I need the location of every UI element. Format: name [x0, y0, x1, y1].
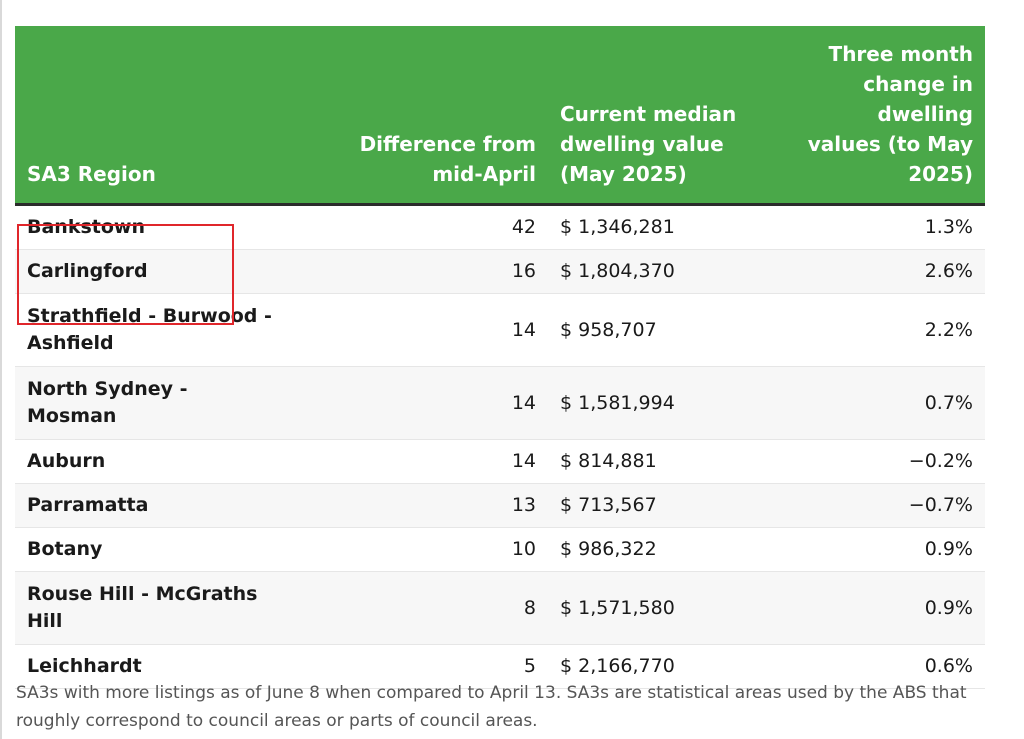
- table-row: Parramatta 13 $ 713,567 −0.7%: [15, 483, 985, 528]
- cell-change: 0.9%: [788, 571, 985, 645]
- cell-median-value: $ 1,804,370: [548, 249, 788, 294]
- cell-difference: 14: [292, 366, 548, 440]
- cell-change: 0.6%: [788, 644, 985, 689]
- data-table-container: SA3 Region Difference from mid-April Cur…: [15, 26, 985, 689]
- cell-median-value: $ 1,571,580: [548, 571, 788, 645]
- cell-region: Bankstown: [15, 204, 292, 250]
- column-header-difference: Difference from mid-April: [292, 26, 548, 206]
- cell-difference: 14: [292, 439, 548, 484]
- table-row: Leichhardt 5 $ 2,166,770 0.6%: [15, 644, 985, 689]
- cell-region: Carlingford: [15, 249, 292, 294]
- cell-median-value: $ 1,581,994: [548, 366, 788, 440]
- cell-median-value: $ 814,881: [548, 439, 788, 484]
- table-row: Rouse Hill - McGraths Hill 8 $ 1,571,580…: [15, 571, 985, 645]
- column-header-region: SA3 Region: [15, 26, 292, 206]
- cell-change: 2.6%: [788, 249, 985, 294]
- cell-median-value: $ 1,346,281: [548, 204, 788, 250]
- column-header-median-value: Current median dwelling value (May 2025): [548, 26, 788, 206]
- header-row: SA3 Region Difference from mid-April Cur…: [15, 26, 985, 206]
- cell-difference: 42: [292, 204, 548, 250]
- table-row: Botany 10 $ 986,322 0.9%: [15, 527, 985, 572]
- cell-difference: 5: [292, 644, 548, 689]
- cell-change: 0.9%: [788, 527, 985, 572]
- page-left-border: [0, 0, 2, 739]
- cell-region: Auburn: [15, 439, 292, 484]
- cell-median-value: $ 958,707: [548, 293, 788, 367]
- cell-median-value: $ 2,166,770: [548, 644, 788, 689]
- cell-region: Parramatta: [15, 483, 292, 528]
- cell-region: Leichhardt: [15, 644, 292, 689]
- cell-difference: 16: [292, 249, 548, 294]
- cell-change: 0.7%: [788, 366, 985, 440]
- cell-median-value: $ 986,322: [548, 527, 788, 572]
- cell-median-value: $ 713,567: [548, 483, 788, 528]
- table-footnote: SA3s with more listings as of June 8 whe…: [16, 683, 967, 731]
- cell-region: Strathfield - Burwood - Ashfield: [15, 293, 292, 367]
- table-row: Carlingford 16 $ 1,804,370 2.6%: [15, 249, 985, 294]
- cell-region: Rouse Hill - McGraths Hill: [15, 571, 292, 645]
- cell-difference: 14: [292, 293, 548, 367]
- table-body: Bankstown 42 $ 1,346,281 1.3% Carlingfor…: [15, 204, 985, 689]
- data-table: SA3 Region Difference from mid-April Cur…: [15, 26, 985, 689]
- table-row: North Sydney - Mosman 14 $ 1,581,994 0.7…: [15, 366, 985, 440]
- table-row: Auburn 14 $ 814,881 −0.2%: [15, 439, 985, 484]
- cell-difference: 8: [292, 571, 548, 645]
- cell-change: −0.7%: [788, 483, 985, 528]
- cell-change: 2.2%: [788, 293, 985, 367]
- table-header: SA3 Region Difference from mid-April Cur…: [15, 26, 985, 206]
- cell-change: −0.2%: [788, 439, 985, 484]
- cell-region: Botany: [15, 527, 292, 572]
- cell-region: North Sydney - Mosman: [15, 366, 292, 440]
- column-header-three-month-change: Three month change in dwelling values (t…: [788, 26, 985, 206]
- cell-difference: 10: [292, 527, 548, 572]
- cell-difference: 13: [292, 483, 548, 528]
- table-row: Strathfield - Burwood - Ashfield 14 $ 95…: [15, 293, 985, 367]
- table-row: Bankstown 42 $ 1,346,281 1.3%: [15, 204, 985, 250]
- cell-change: 1.3%: [788, 204, 985, 250]
